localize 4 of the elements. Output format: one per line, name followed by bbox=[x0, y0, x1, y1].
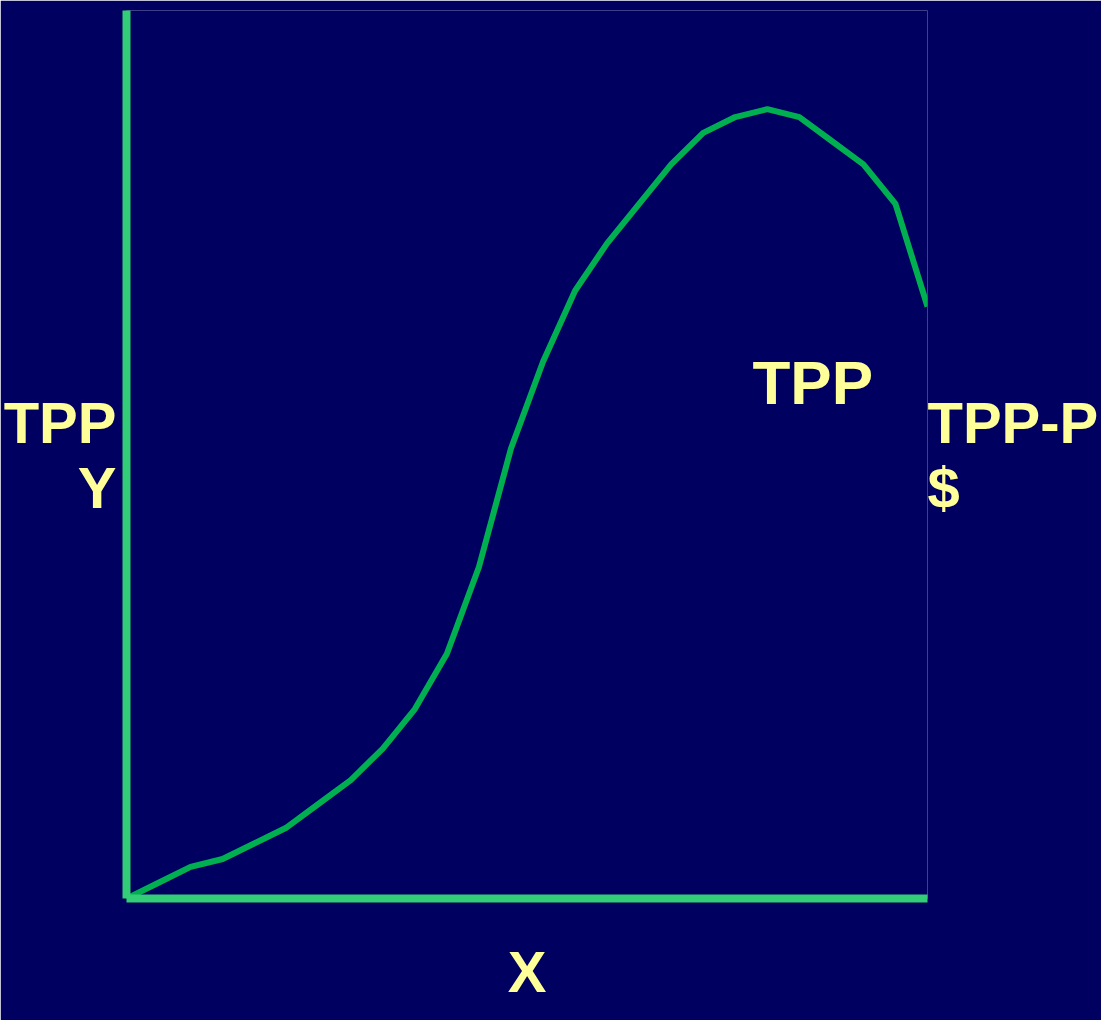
y2-axis-title: TPP-P $ bbox=[927, 389, 1099, 520]
y-axis-title: TPP Y bbox=[3, 389, 117, 520]
x-axis-title: X bbox=[507, 938, 547, 1004]
series-label: TPP bbox=[752, 347, 874, 417]
